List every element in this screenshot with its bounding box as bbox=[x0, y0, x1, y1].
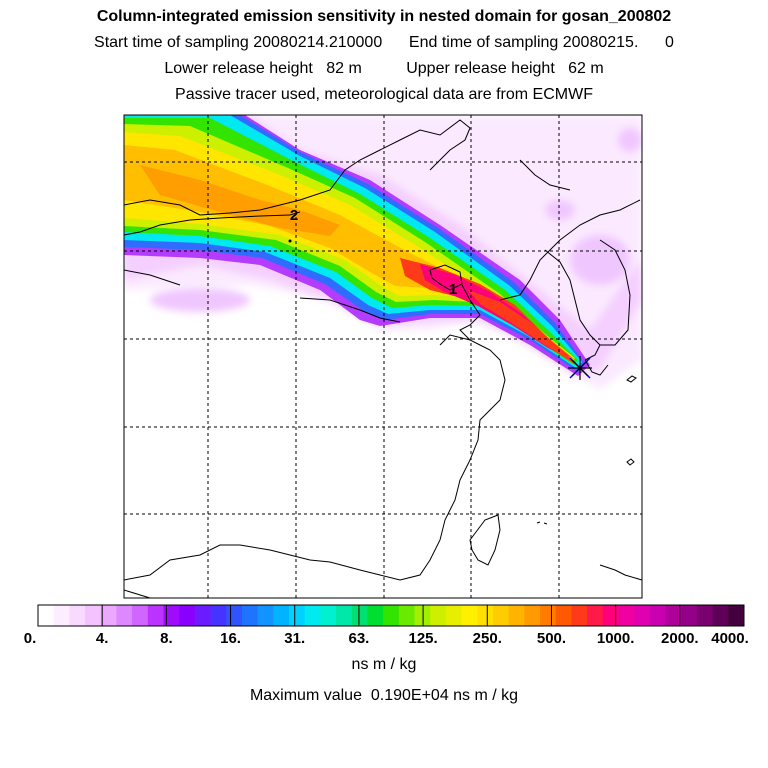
colorbar-segment bbox=[618, 605, 635, 626]
lat-lon-grid bbox=[124, 115, 642, 598]
colorbar-segment bbox=[53, 605, 70, 626]
coastlines bbox=[124, 119, 642, 598]
colorbar-tick-label: 4. bbox=[95, 630, 109, 647]
colorbar bbox=[37, 604, 745, 627]
colorbar-segment bbox=[132, 605, 149, 626]
colorbar-segment bbox=[351, 605, 368, 626]
colorbar-segment bbox=[587, 605, 604, 626]
colorbar-segment bbox=[273, 605, 290, 626]
colorbar-segment bbox=[163, 605, 180, 626]
colorbar-segment bbox=[289, 605, 306, 626]
colorbar-segment bbox=[508, 605, 525, 626]
maximum-value: Maximum value 0.190E+04 ns m / kg bbox=[249, 687, 519, 704]
colorbar-unit: ns m / kg bbox=[351, 656, 417, 673]
cluster-point-2 bbox=[288, 239, 292, 243]
colorbar-tick-label: 0. bbox=[23, 630, 37, 647]
colorbar-segment bbox=[226, 605, 243, 626]
colorbar-segment bbox=[38, 605, 55, 626]
map-frame bbox=[123, 114, 643, 599]
colorbar-segment bbox=[100, 605, 117, 626]
colorbar-segment bbox=[634, 605, 651, 626]
colorbar-segment bbox=[477, 605, 494, 626]
colorbar-tick-label: 8. bbox=[160, 630, 173, 647]
colorbar-tick-label: 63. bbox=[348, 630, 370, 647]
colorbar-segment bbox=[69, 605, 86, 626]
colorbar-segment bbox=[696, 605, 714, 626]
colorbar-segment bbox=[179, 605, 196, 626]
colorbar-segment bbox=[461, 605, 478, 626]
colorbar-segment bbox=[492, 605, 510, 626]
colorbar-segment bbox=[681, 605, 698, 626]
colorbar-segment bbox=[194, 605, 212, 626]
colorbar-tick-label: 250. bbox=[472, 630, 502, 647]
colorbar-segment bbox=[524, 605, 541, 626]
colorbar-segment bbox=[728, 605, 745, 626]
colorbar-segment bbox=[555, 605, 572, 626]
release-heights: Lower release height 82 m Upper release … bbox=[164, 60, 604, 77]
colorbar-segment bbox=[210, 605, 227, 626]
colorbar-segment bbox=[257, 605, 274, 626]
colorbar-tick-label: 500. bbox=[536, 630, 567, 647]
colorbar-tick-label: 125. bbox=[408, 630, 438, 647]
colorbar-tick-label: 31. bbox=[284, 630, 306, 647]
colorbar-segment bbox=[241, 605, 259, 626]
colorbar-segment bbox=[336, 605, 353, 626]
colorbar-segment bbox=[712, 605, 729, 626]
colorbar-tick-label: 1000. bbox=[596, 630, 635, 647]
sampling-times: Start time of sampling 20080214.210000 E… bbox=[94, 34, 674, 51]
colorbar-segment bbox=[320, 605, 337, 626]
colorbar-border bbox=[37, 604, 745, 627]
colorbar-segment bbox=[147, 605, 165, 626]
colorbar-segment bbox=[649, 605, 667, 626]
colorbar-segment bbox=[445, 605, 463, 626]
colorbar-segment bbox=[430, 605, 447, 626]
colorbar-segment bbox=[367, 605, 384, 626]
colorbar-segment bbox=[602, 605, 619, 626]
colorbar-segment bbox=[398, 605, 416, 626]
plot-title: Column-integrated emission sensitivity i… bbox=[96, 8, 672, 25]
colorbar-segment bbox=[540, 605, 557, 626]
colorbar-segment bbox=[383, 605, 400, 626]
receptor-marker-icon bbox=[568, 356, 592, 380]
colorbar-segment bbox=[116, 605, 133, 626]
colorbar-tick-label: 16. bbox=[220, 630, 241, 647]
cluster-label-2: 2 bbox=[290, 207, 298, 224]
sensitivity-plume bbox=[124, 115, 642, 390]
colorbar-tick-label: 4000. bbox=[711, 630, 749, 647]
colorbar-segment bbox=[571, 605, 588, 626]
colorbar-segment bbox=[85, 605, 102, 626]
colorbar-segment bbox=[304, 605, 321, 626]
colorbar-tick-label: 2000. bbox=[661, 630, 699, 647]
colorbar-segment bbox=[665, 605, 682, 626]
tracer-info: Passive tracer used, meteorological data… bbox=[175, 86, 593, 103]
cluster-label-1: 1 bbox=[449, 281, 457, 298]
